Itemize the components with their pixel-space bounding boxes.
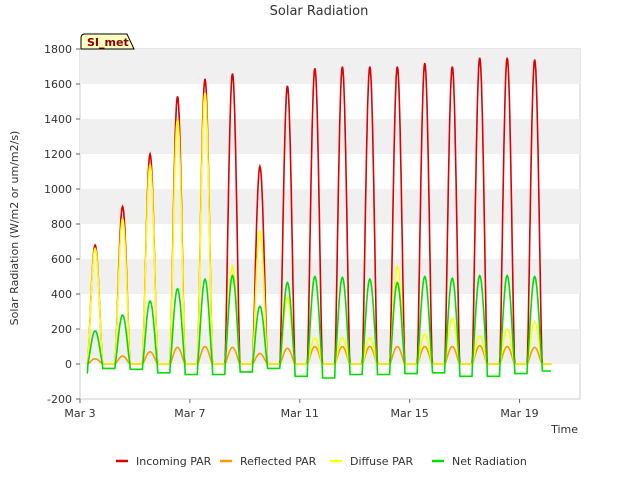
x-tick-label: Mar 3 [64, 407, 95, 420]
legend-label: Diffuse PAR [350, 455, 414, 468]
grid-bands [80, 49, 580, 364]
legend-label: Reflected PAR [240, 455, 317, 468]
x-axis-label: Time [550, 423, 578, 436]
grid-band [80, 119, 580, 154]
y-tick-label: 800 [51, 218, 72, 231]
legend-label: Incoming PAR [136, 455, 212, 468]
y-tick-label: 600 [51, 253, 72, 266]
y-tick-label: -200 [47, 393, 72, 406]
y-tick-label: 0 [65, 358, 72, 371]
legend-label: Net Radiation [452, 455, 527, 468]
y-tick-label: 400 [51, 288, 72, 301]
y-tick-label: 1200 [44, 148, 72, 161]
series-line-diffuse-par [86, 92, 552, 365]
y-tick-label: 1800 [44, 43, 72, 56]
y-axis: -200 0 200 400 600 800 1000 1200 1400 1600 1800 [44, 43, 80, 406]
x-tick-label: Mar 19 [500, 407, 538, 420]
site-label-box: SI_met [80, 33, 135, 50]
y-axis-label: Solar Radiation (W/m2 or um/m2/s) [8, 131, 21, 326]
series-lines [86, 57, 552, 379]
grid-band [80, 259, 580, 294]
legend: Incoming PAR Reflected PAR Diffuse PAR Net … [116, 455, 527, 468]
site-label: SI_met [87, 36, 129, 49]
series-line-net-radiation [86, 274, 552, 379]
y-tick-label: 1000 [44, 183, 72, 196]
y-tick-label: 1400 [44, 113, 72, 126]
grid-band [80, 189, 580, 224]
x-tick-label: Mar 7 [174, 407, 205, 420]
x-axis: Mar 3 Mar 7 Mar 11 Mar 15 Mar 19 [64, 399, 539, 420]
y-tick-label: 200 [51, 323, 72, 336]
chart-title: Solar Radiation [270, 4, 369, 19]
grid-band [80, 49, 580, 84]
y-tick-label: 1600 [44, 78, 72, 91]
x-tick-label: Mar 15 [391, 407, 429, 420]
x-tick-label: Mar 11 [281, 407, 319, 420]
grid-band [80, 329, 580, 364]
